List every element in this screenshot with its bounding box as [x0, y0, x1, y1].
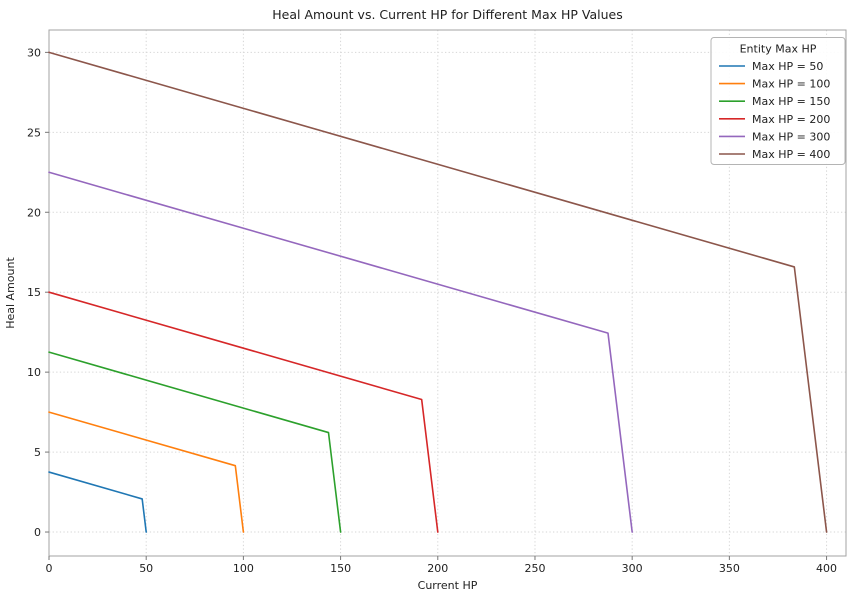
series-line-max-hp-400: [48, 51, 828, 533]
x-axis-label: Current HP: [418, 579, 478, 592]
x-tick-label: 250: [524, 562, 545, 575]
y-tick-label: 0: [34, 526, 41, 539]
legend-label: Max HP = 50: [752, 60, 823, 73]
y-tick-label: 10: [27, 366, 41, 379]
x-tick-label: 100: [233, 562, 254, 575]
legend-label: Max HP = 400: [752, 148, 830, 161]
y-tick-label: 30: [27, 46, 41, 59]
legend-label: Max HP = 200: [752, 113, 830, 126]
legend-item: Max HP = 50: [719, 60, 823, 73]
x-tick-label: 150: [330, 562, 351, 575]
x-tick-label: 0: [46, 562, 53, 575]
x-tick-label: 200: [427, 562, 448, 575]
legend-box: [710, 37, 846, 165]
legend-item: Max HP = 200: [719, 113, 830, 126]
y-tick-label: 15: [27, 286, 41, 299]
series-line-max-hp-100: [48, 411, 245, 533]
x-tick-label: 300: [622, 562, 643, 575]
chart-title: Heal Amount vs. Current HP for Different…: [272, 7, 622, 22]
y-tick-label: 5: [34, 446, 41, 459]
y-tick-label: 25: [27, 126, 41, 139]
legend-label: Max HP = 300: [752, 130, 830, 143]
legend-label: Max HP = 100: [752, 78, 830, 91]
legend: Entity Max HP Max HP = 50 Max HP = 100 Max …: [710, 37, 846, 165]
legend-item: Max HP = 100: [719, 78, 830, 91]
y-axis-label: Heal Amount: [4, 257, 17, 329]
legend-label: Max HP = 150: [752, 95, 830, 108]
x-tick-label: 350: [719, 562, 740, 575]
legend-item: Max HP = 400: [719, 148, 830, 161]
x-tick-label: 50: [139, 562, 153, 575]
legend-item: Max HP = 300: [719, 130, 830, 143]
series-line-max-hp-200: [48, 291, 439, 533]
series-line-max-hp-150: [48, 351, 342, 533]
y-tick-label: 20: [27, 206, 41, 219]
x-tick-label: 400: [816, 562, 837, 575]
legend-item: Max HP = 150: [719, 95, 830, 108]
series-line-max-hp-300: [48, 171, 633, 533]
series-line-max-hp-50: [48, 471, 147, 533]
legend-title: Entity Max HP: [740, 43, 817, 56]
